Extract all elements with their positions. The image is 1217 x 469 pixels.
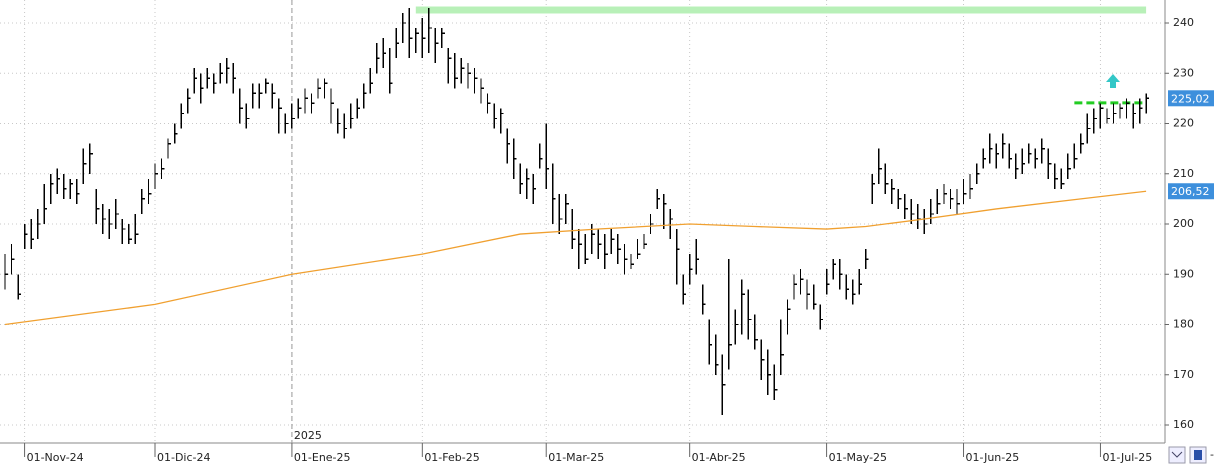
x-tick-label: 01-Dic-24 [157, 451, 211, 464]
x-tick-label: 01-Nov-24 [27, 451, 84, 464]
y-tick-label: 220 [1173, 117, 1194, 130]
price-marker [1168, 90, 1214, 107]
moving-average [4, 190, 1147, 326]
price-marker-label: 225,02 [1171, 92, 1210, 105]
x-tick-label: 01-Ene-25 [294, 451, 351, 464]
y-tick-label: 160 [1173, 418, 1194, 431]
up-arrow-icon [1106, 74, 1120, 88]
x-tick-label: 01-Jul-25 [1102, 451, 1152, 464]
price-marker-label: 206,52 [1171, 185, 1210, 198]
price-marker [1168, 183, 1214, 200]
x-tick-label: 01-Feb-25 [424, 451, 479, 464]
scroll-icon [1171, 451, 1183, 458]
y-tick-label: 190 [1173, 267, 1194, 280]
more-button[interactable]: - [1210, 448, 1214, 461]
y-tick-label: 210 [1173, 167, 1194, 180]
x-tick-label: 01-May-25 [829, 451, 887, 464]
x-tick-label: 01-Mar-25 [548, 451, 604, 464]
y-tick-label: 170 [1173, 368, 1194, 381]
y-tick-label: 230 [1173, 66, 1194, 79]
year-label: 2025 [294, 429, 322, 442]
x-tick-label: 01-Jun-25 [966, 451, 1020, 464]
y-tick-label: 180 [1173, 318, 1194, 331]
y-tick-label: 200 [1173, 217, 1194, 230]
toolbar[interactable]: - [1168, 446, 1214, 464]
scroll-button[interactable] [1168, 446, 1186, 464]
x-tick-label: 01-Abr-25 [692, 451, 746, 464]
save-icon [1194, 450, 1202, 460]
y-tick-label: 240 [1173, 16, 1194, 29]
